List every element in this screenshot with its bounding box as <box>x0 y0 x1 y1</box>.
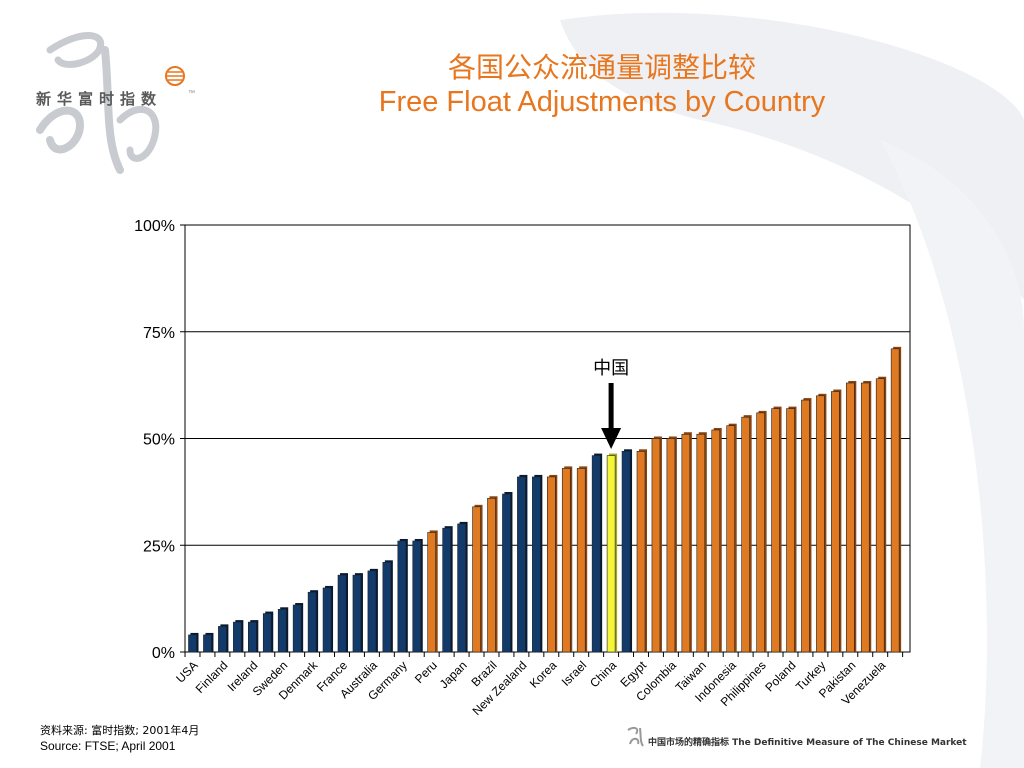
bar <box>591 455 601 653</box>
x-category-label: Korea <box>527 658 560 691</box>
footer-tagline: 中国市场的精确指标 The Definitive Measure of The … <box>648 738 967 748</box>
bar <box>218 626 227 653</box>
bar <box>786 408 795 653</box>
bar <box>546 476 556 653</box>
bar <box>367 570 377 653</box>
y-tick-label: 0% <box>152 645 175 662</box>
bar <box>561 468 571 653</box>
bar <box>726 425 736 653</box>
x-category-label: Poland <box>762 658 798 694</box>
bar <box>322 587 332 653</box>
title-english: Free Float Adjustments by Country <box>378 86 826 118</box>
bar <box>681 433 691 653</box>
bar <box>666 438 676 653</box>
bar <box>188 634 197 653</box>
bar <box>621 451 631 653</box>
x-category-label: China <box>587 658 619 690</box>
bar <box>576 468 586 653</box>
bar <box>412 540 422 653</box>
bar <box>262 613 272 653</box>
logo-calligraphy-icon <box>36 32 185 174</box>
annotation-arrow-head <box>601 428 622 449</box>
bar <box>636 451 646 653</box>
x-category-label: Japan <box>437 658 470 691</box>
bar <box>696 433 706 653</box>
logo-text: 新华富时指数 <box>36 90 163 108</box>
bar <box>771 408 780 653</box>
x-category-label: Peru <box>412 658 440 686</box>
logo-trademark: ™ <box>188 90 195 97</box>
bar <box>651 438 661 653</box>
source-chinese: 资料来源: 富时指数; 2001年4月 <box>40 724 200 737</box>
x-category-label: Finland <box>193 658 231 696</box>
bar <box>457 523 466 653</box>
bar <box>741 416 750 653</box>
bar <box>337 574 347 653</box>
bar <box>711 429 721 653</box>
bar <box>203 634 212 653</box>
logo: 新华富时指数 ™ <box>10 10 210 180</box>
x-category-label: Israel <box>559 658 590 689</box>
bar <box>352 574 362 653</box>
bar <box>532 476 541 653</box>
bar <box>487 497 496 653</box>
bar <box>890 348 900 653</box>
footer-logo-icon <box>627 726 644 747</box>
bar <box>397 540 407 653</box>
bar <box>277 608 287 653</box>
bar <box>517 476 526 653</box>
bar <box>472 506 481 653</box>
bar <box>756 412 765 653</box>
bar <box>442 527 451 653</box>
bar <box>233 621 242 653</box>
bar <box>606 455 616 653</box>
bar <box>875 378 885 653</box>
source-english: Source: FTSE; April 2001 <box>40 739 176 753</box>
y-tick-label: 50% <box>143 432 175 449</box>
bar <box>816 395 825 653</box>
bar <box>382 562 392 653</box>
y-tick-label: 25% <box>143 538 175 555</box>
bar <box>845 382 855 653</box>
bar <box>307 591 317 653</box>
bar <box>427 532 437 653</box>
annotation-label: 中国 <box>593 358 629 379</box>
y-tick-label: 75% <box>143 325 175 342</box>
bar <box>801 399 810 653</box>
bar <box>831 391 840 653</box>
bar <box>248 621 257 653</box>
y-tick-label: 100% <box>134 218 175 235</box>
bar <box>860 382 870 653</box>
bar <box>502 493 511 653</box>
title-chinese: 各国公众流通量调整比较 <box>447 51 756 84</box>
bar <box>292 604 302 653</box>
